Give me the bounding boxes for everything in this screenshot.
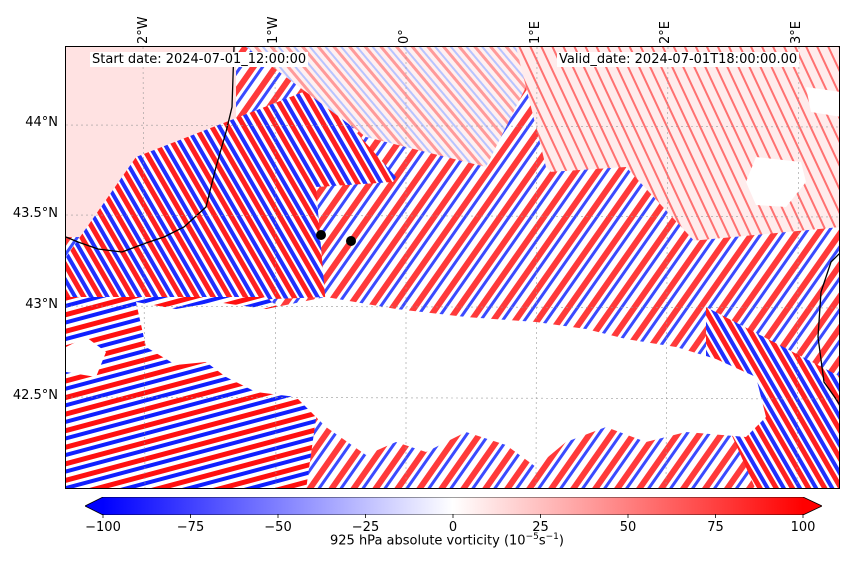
colorbar-tick-label: 50 xyxy=(619,520,637,535)
lon-label-2e: 2°E xyxy=(658,21,673,44)
masked-terrain xyxy=(136,297,766,467)
colorbar-title-exp2: −1 xyxy=(545,532,559,542)
colorbar-tick-marks xyxy=(102,514,804,518)
colorbar-extend-left xyxy=(85,497,103,515)
valid-date-label: Valid_date: 2024-07-01T18:00:00.00 xyxy=(557,52,800,67)
eastern-band xyxy=(706,307,839,488)
lon-label-1e: 1°E xyxy=(528,21,543,44)
northern-smooth-region xyxy=(246,47,546,167)
colorbar-tick-label: −50 xyxy=(264,520,292,535)
masked-terrain-upper xyxy=(806,87,839,117)
gridlines xyxy=(66,47,839,488)
colorbar-title-text: 925 hPa absolute vorticity (10 xyxy=(330,533,526,549)
colorbar-title: 925 hPa absolute vorticity (10−5s−1) xyxy=(330,532,564,548)
colorbar-title-exp1: −5 xyxy=(525,532,539,542)
lon-label-1w: 1°W xyxy=(266,16,281,44)
masked-terrain-west xyxy=(66,337,106,377)
lat-label-42-5n: 42.5°N xyxy=(12,388,58,403)
colorbar-tick-label: 0 xyxy=(448,520,458,535)
masked-terrain-northeast xyxy=(746,157,806,207)
lat-label-43-5n: 43.5°N xyxy=(12,206,58,221)
start-date-label: Start date: 2024-07-01_12:00:00 xyxy=(90,52,309,67)
lat-label-43n: 43°N xyxy=(25,297,58,312)
central-region xyxy=(316,167,746,337)
colorbar-title-unit: s xyxy=(538,533,546,549)
colorbar-tick-label: 25 xyxy=(532,520,549,535)
colorbar xyxy=(85,497,822,515)
colorbar-tick-label: −75 xyxy=(176,520,205,535)
station-marker-b xyxy=(346,236,356,246)
lat-label-44n: 44°N xyxy=(25,115,58,130)
colorbar-gradient xyxy=(103,497,803,515)
colorbar-tick-label: −100 xyxy=(85,520,121,535)
colorbar-tick-label: −25 xyxy=(351,520,380,535)
station-marker-a xyxy=(316,230,326,240)
wave-train-region xyxy=(66,87,396,307)
colorbar-extend-right xyxy=(803,497,822,515)
map-panel xyxy=(65,46,840,489)
colorbar-tick-label: 100 xyxy=(790,520,816,535)
colorbar-tick-label: 75 xyxy=(707,520,724,535)
lon-label-2w: 2°W xyxy=(136,16,151,44)
vorticity-field xyxy=(66,47,839,488)
colorbar-title-close: ) xyxy=(558,533,564,549)
coastline-atlantic xyxy=(66,47,235,253)
lon-label-0: 0° xyxy=(397,29,412,44)
lon-label-3e: 3°E xyxy=(789,21,804,44)
